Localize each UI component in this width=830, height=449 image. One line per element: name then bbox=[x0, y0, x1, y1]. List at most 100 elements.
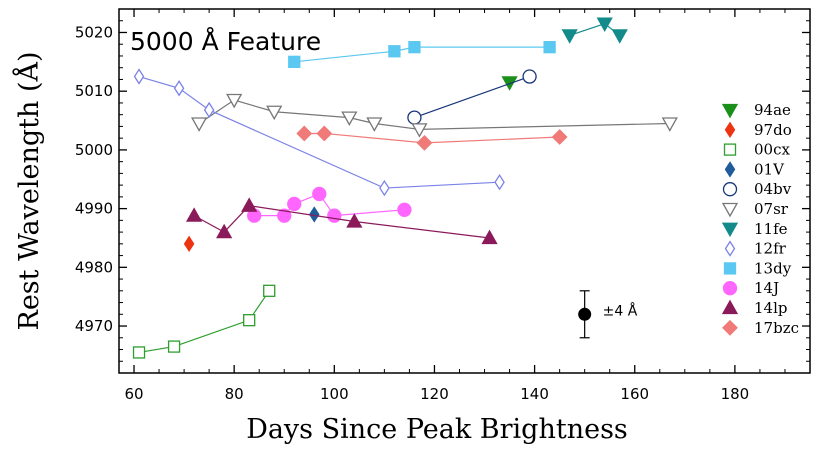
data-point-07sr bbox=[366, 117, 383, 132]
series-line-17bzc bbox=[304, 132, 560, 144]
x-tick-label: 60 bbox=[124, 385, 143, 403]
series-line-00cx bbox=[138, 290, 270, 354]
series-97do bbox=[183, 235, 195, 253]
data-point-12fr bbox=[133, 68, 145, 85]
legend-item-17bzc: 17bzc bbox=[722, 319, 799, 337]
data-point-17bzc bbox=[416, 134, 433, 151]
y-tick-label: 4970 bbox=[75, 317, 113, 335]
legend-marker-12fr bbox=[724, 240, 736, 257]
legend-item-07sr: 07sr bbox=[721, 200, 789, 218]
data-point-14lp bbox=[241, 197, 258, 212]
legend-item-14J: 14J bbox=[722, 279, 779, 297]
series-01V bbox=[309, 206, 320, 223]
legend-item-97do: 97do bbox=[724, 121, 792, 139]
legend-marker-17bzc bbox=[722, 319, 738, 336]
legend-item-01V: 01V bbox=[724, 160, 785, 178]
legend-label: 14lp bbox=[754, 299, 788, 317]
data-point-07sr bbox=[191, 117, 208, 132]
data-point-13dy bbox=[388, 45, 401, 58]
legend-marker-97do bbox=[724, 121, 736, 139]
x-tick-label: 100 bbox=[320, 385, 349, 403]
plot-frame bbox=[118, 8, 811, 374]
series-12fr bbox=[133, 68, 505, 197]
legend-marker-04bv bbox=[722, 182, 738, 197]
legend-marker-00cx bbox=[723, 143, 737, 156]
data-point-00cx bbox=[243, 314, 256, 327]
data-point-07sr bbox=[226, 93, 243, 109]
legend-label: 17bzc bbox=[754, 319, 799, 337]
series-14lp bbox=[185, 197, 498, 245]
legend-label: 12fr bbox=[754, 240, 787, 258]
data-point-13dy bbox=[543, 41, 556, 54]
data-point-07sr bbox=[661, 117, 678, 132]
y-tick-label: 5000 bbox=[75, 141, 113, 159]
x-tick-label: 120 bbox=[420, 385, 449, 403]
series-line-04bv bbox=[414, 75, 530, 119]
y-tick-label: 5010 bbox=[75, 82, 113, 100]
data-point-00cx bbox=[263, 284, 276, 297]
data-point-11fe bbox=[561, 29, 578, 44]
legend-marker-01V bbox=[724, 161, 736, 178]
legend-label: 01V bbox=[754, 160, 785, 178]
series-11fe bbox=[561, 17, 628, 44]
series-17bzc bbox=[296, 125, 568, 151]
data-point-17bzc bbox=[551, 129, 568, 145]
data-point-14lp bbox=[346, 213, 363, 228]
legend-marker-14lp bbox=[721, 299, 739, 315]
legend-label: 14J bbox=[754, 279, 779, 297]
y-axis-title: Rest Wavelength (Å) bbox=[12, 51, 45, 330]
data-point-07sr bbox=[341, 111, 358, 126]
series-line-14lp bbox=[193, 205, 490, 239]
data-point-07sr bbox=[411, 123, 428, 138]
chart-title: 5000 Å Feature bbox=[130, 27, 321, 56]
x-tick-label: 160 bbox=[620, 385, 649, 403]
data-point-12fr bbox=[203, 101, 215, 119]
data-point-00cx bbox=[132, 346, 146, 359]
legend-marker-11fe bbox=[721, 222, 739, 238]
data-point-14lp bbox=[216, 223, 233, 239]
legend-item-00cx: 00cx bbox=[723, 141, 790, 159]
data-point-04bv bbox=[407, 110, 422, 125]
legend-label: 04bv bbox=[754, 180, 792, 198]
data-point-13dy bbox=[288, 55, 301, 68]
legend-label: 07sr bbox=[754, 200, 789, 218]
data-point-11fe bbox=[611, 29, 628, 44]
data-point-14J bbox=[287, 196, 302, 212]
legend-label: 97do bbox=[754, 121, 792, 139]
data-point-14J bbox=[397, 202, 412, 217]
legend-item-04bv: 04bv bbox=[722, 180, 792, 198]
legend-item-13dy: 13dy bbox=[723, 259, 792, 277]
data-point-01V bbox=[309, 206, 320, 223]
series-line-07sr bbox=[198, 99, 670, 130]
y-tick-label: 4990 bbox=[75, 200, 113, 218]
series-07sr bbox=[191, 93, 678, 138]
legend-label: 11fe bbox=[754, 220, 788, 238]
legend-item-94ae: 94ae bbox=[721, 101, 791, 119]
x-tick-label: 180 bbox=[721, 385, 750, 403]
data-point-07sr bbox=[266, 105, 283, 121]
legend-item-14lp: 14lp bbox=[721, 299, 788, 317]
data-point-04bv bbox=[522, 69, 537, 84]
data-point-00cx bbox=[167, 340, 181, 353]
legend-marker-07sr bbox=[721, 202, 739, 218]
series-13dy bbox=[288, 41, 556, 68]
x-tick-label: 140 bbox=[520, 385, 549, 403]
data-point-17bzc bbox=[296, 125, 313, 142]
x-axis-title: Days Since Peak Brightness bbox=[246, 414, 628, 445]
error-bar-label: ±4 Å bbox=[603, 302, 638, 319]
y-tick-label: 5020 bbox=[75, 23, 113, 41]
data-point-11fe bbox=[596, 17, 613, 33]
data-point-13dy bbox=[408, 41, 421, 54]
data-point-14lp bbox=[185, 207, 203, 222]
legend-label: 00cx bbox=[754, 141, 790, 159]
series-layer bbox=[132, 17, 678, 359]
data-point-12fr bbox=[379, 179, 390, 197]
legend-marker-94ae bbox=[721, 103, 739, 119]
series-00cx bbox=[132, 284, 276, 359]
legend-item-12fr: 12fr bbox=[724, 240, 787, 258]
axis-ticks: 60 80 100 120 140 160 180 4970 4980 4990 5000 5010 5… bbox=[75, 9, 810, 403]
data-point-12fr bbox=[173, 80, 185, 97]
legend-marker-13dy bbox=[723, 262, 737, 275]
legend-label: 13dy bbox=[754, 259, 792, 277]
